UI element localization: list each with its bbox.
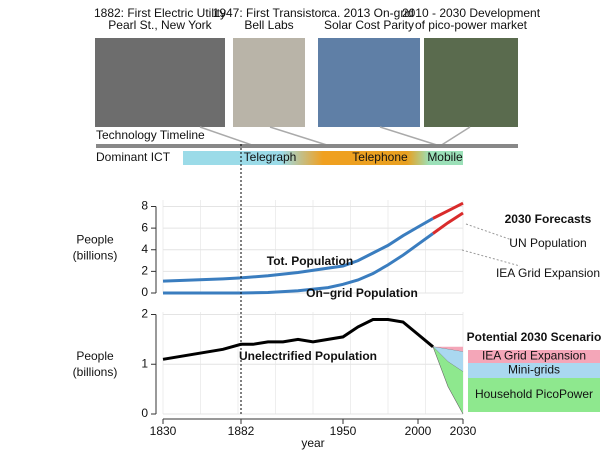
y-axis-label: People [76, 349, 114, 363]
y-tick-label: 2 [141, 307, 148, 321]
leader [465, 223, 513, 241]
series-line [162, 318, 434, 361]
legend-label: Household PicoPower [475, 387, 593, 401]
annotation: 2030 Forecasts [505, 212, 592, 226]
x-tick-label: 1950 [330, 424, 357, 438]
y-tick-label: 1 [141, 356, 148, 370]
timeline-bar [96, 144, 518, 148]
timeline-label: Technology Timeline [96, 128, 205, 142]
photo-caption: 1882: First Electric Utility [94, 6, 226, 20]
y-tick-label: 0 [141, 406, 148, 420]
legend-swatch [468, 363, 600, 378]
photo-connectors [199, 126, 471, 147]
photo-caption: ca. 2013 On-grid [324, 6, 413, 20]
photo-caption: Solar Cost Parity [324, 18, 414, 32]
y-tick-label: 6 [141, 220, 148, 234]
series-label: Unelectrified Population [239, 349, 377, 363]
photo-caption: Pearl St., New York [108, 18, 212, 32]
ict-label: Dominant ICT [96, 150, 171, 164]
y-tick-label: 0 [141, 285, 148, 299]
x-tick-label: 1882 [228, 424, 255, 438]
photo [424, 38, 518, 127]
photo-caption: 2010 - 2030 Development [402, 6, 541, 20]
photo [318, 38, 420, 127]
legend-swatch [468, 378, 600, 412]
legend-label: IEA Grid Expansion [482, 349, 586, 363]
series-label: On−grid Population [306, 286, 418, 300]
photo-caption: 1947: First Transistor [213, 6, 326, 20]
y-tick-label: 4 [141, 242, 148, 256]
scenario-edge [432, 346, 464, 415]
series-line [163, 232, 434, 295]
legend-swatch [468, 350, 600, 363]
ict-era: Mobile [427, 150, 463, 164]
ict-era: Telegraph [244, 150, 297, 164]
photo-caption: Bell Labs [244, 18, 293, 32]
legend-label: Mini-grids [508, 363, 560, 377]
series-line [432, 201, 464, 220]
scenario-area [433, 346, 463, 372]
series-label: Tot. Population [267, 254, 353, 268]
x-tick-label: 1830 [150, 424, 177, 438]
scenario-area [433, 346, 463, 414]
y-axis-label: (billions) [73, 249, 118, 263]
y-axis-label: (billions) [73, 365, 118, 379]
series-label: UN Population [509, 236, 586, 250]
series-label: IEA Grid Expansion [496, 266, 600, 280]
y-tick-label: 8 [141, 199, 148, 213]
x-tick-label: 2030 [450, 424, 477, 438]
photo [95, 38, 225, 127]
photo-caption: of pico-power market [415, 18, 528, 32]
y-axis-label: People [76, 233, 114, 247]
ict-bar [183, 151, 463, 165]
photo [233, 38, 305, 127]
series-line [432, 211, 464, 235]
series-line [162, 217, 434, 283]
y-tick-label: 2 [141, 264, 148, 278]
ict-era: Telephone [352, 150, 408, 164]
x-tick-label: 2000 [405, 424, 432, 438]
x-axis-label: year [301, 436, 324, 450]
legend-title: Potential 2030 Scenario [467, 330, 602, 344]
